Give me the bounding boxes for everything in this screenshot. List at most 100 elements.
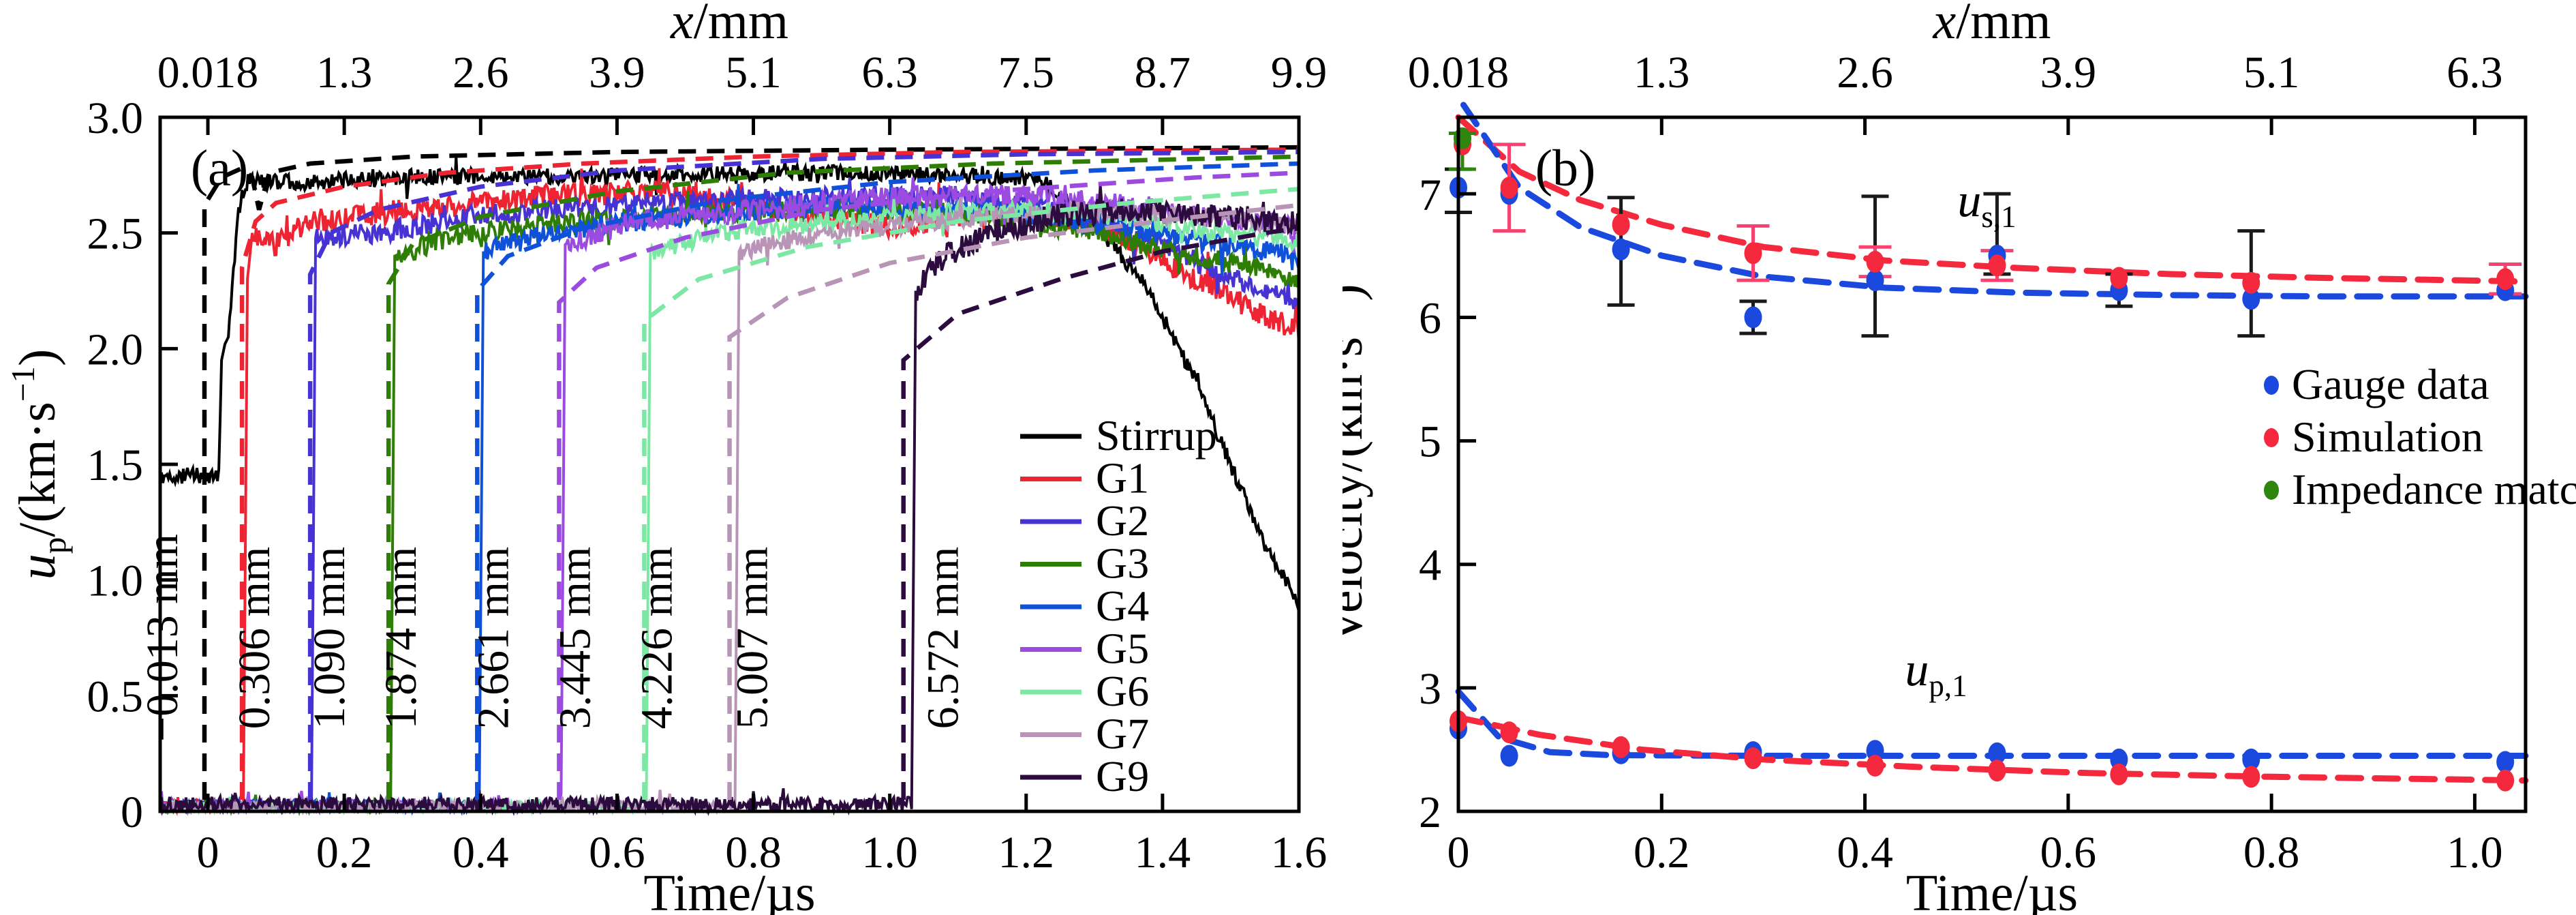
data-point-up1-Simulation: [2242, 766, 2260, 788]
top-tick-label: 0.018: [1408, 48, 1509, 97]
data-point-us1-Gauge data: [1612, 238, 1630, 260]
data-point-up1-Simulation: [1988, 760, 2006, 782]
curve-simulation-G7-sim: [727, 202, 1300, 800]
top-tick-label: 2.6: [1837, 48, 1893, 97]
legend-label: Simulation: [2292, 412, 2483, 461]
legend-item-Impedance matching: Impedance matching: [2264, 465, 2576, 513]
data-point-up1-Gauge data: [2496, 751, 2515, 773]
gauge-position-label: 6.572 mm: [919, 547, 968, 730]
legend-label: G3: [1096, 539, 1149, 588]
x-tick-label: 0.4: [1837, 828, 1893, 877]
data-point-up1-Simulation: [2496, 769, 2515, 792]
y-tick-label: 3.0: [87, 93, 144, 143]
legend-label: Gauge data: [2292, 360, 2489, 408]
top-tick-label: 9.9: [1271, 48, 1328, 97]
legend-item-Simulation: Simulation: [2264, 412, 2483, 461]
legend-label: G7: [1096, 710, 1149, 758]
gauge-position-label: 1.090 mm: [305, 547, 354, 730]
x-tick-label: 1.2: [998, 828, 1055, 877]
y-tick-label: 5: [1419, 417, 1441, 467]
top-tick-label: 2.6: [453, 48, 509, 97]
legend-item-G1: G1: [1020, 454, 1149, 502]
x-tick-label: 0.8: [2243, 828, 2300, 877]
curve-simulation-G5-sim: [557, 170, 1300, 800]
curve-simulation-G4-sim: [475, 161, 1300, 800]
plot-area: [159, 145, 1300, 817]
panel-b-velocity-decay-chart: 0 0.2 0.4 0.6 0.8 1.0 0.018 1.3 2.6 3.9 5.1 6.3 2 3 4 5…: [1343, 0, 2576, 915]
tick-marks: [1456, 117, 2477, 813]
data-point-up1-Gauge data: [2242, 748, 2260, 770]
legend-item-G7: G7: [1020, 710, 1149, 758]
y-tick-label: 2.0: [87, 325, 144, 374]
top-tick-label: 5.1: [725, 48, 782, 97]
gauge-position-label: 1.874 mm: [376, 547, 426, 730]
data-point-us1-Gauge data: [1866, 269, 1884, 292]
top-tick-label: 6.3: [2447, 48, 2503, 97]
top-tick-label: 1.3: [316, 48, 373, 97]
top-tick-label: 3.9: [589, 48, 645, 97]
y-tick-label: 4: [1419, 541, 1441, 590]
tick-marks: [160, 115, 1301, 813]
top-tick-label: 5.1: [2243, 48, 2300, 97]
x-axis-title: Time/µs: [643, 865, 815, 915]
panel-group-(b): 0 0.2 0.4 0.6 0.8 1.0 0.018 1.3 2.6 3.9 5.1 6.3 2 3 4 5…: [1343, 0, 2576, 915]
x-tick-label: 0: [197, 828, 219, 877]
x-tick-label: 0.2: [1634, 828, 1690, 877]
legend-label: G1: [1096, 454, 1149, 502]
y-tick-label: 6: [1419, 293, 1441, 343]
curve-simulation-G3-sim: [386, 154, 1300, 800]
data-point-up1-Simulation: [1866, 755, 1884, 777]
y-tick-label: 0.5: [87, 672, 144, 721]
legend-item-G6: G6: [1020, 667, 1149, 715]
legend-label: G9: [1096, 752, 1149, 800]
x-tick-label: 1.6: [1271, 828, 1328, 877]
y-tick-label: 1.5: [87, 440, 144, 490]
legend-item-G4: G4: [1020, 582, 1149, 630]
data-point-up1-Gauge data: [1500, 745, 1518, 767]
series-annotation: up,1: [1905, 644, 1967, 703]
y-axis-title: Velocity/(km·s−1): [1343, 284, 1373, 644]
y-tick-label: 7: [1419, 170, 1441, 220]
legend-label: Impedance matching: [2292, 465, 2576, 513]
gauge-position-label: −0.013 mm: [138, 534, 187, 742]
legend-label: G6: [1096, 667, 1149, 715]
curve-simulation-G2-sim: [307, 149, 1300, 800]
top-tick-label: 8.7: [1135, 48, 1191, 97]
data-point-up1-Simulation: [2110, 763, 2128, 785]
data-point-us1-Simulation: [1744, 242, 1762, 265]
top-tick-label: 1.3: [1634, 48, 1690, 97]
data-point-us1-Simulation: [1500, 177, 1518, 199]
axes-frame: [1456, 115, 2528, 813]
y-axis-title: up/(km·s−1): [4, 349, 73, 580]
data-point-up1-Simulation: [1744, 747, 1762, 770]
curve-simulation-Stirrup-sim: [202, 145, 1300, 800]
y-tick-label: 1.0: [87, 556, 144, 606]
top-axis-title: x/mm: [670, 0, 788, 50]
data-point-up1-Simulation: [1612, 736, 1630, 758]
x-tick-label: 1.0: [861, 828, 918, 877]
data-point-up1-Gauge data: [1988, 742, 2006, 764]
legend-item-G9: G9: [1020, 752, 1149, 800]
legend-label: G5: [1096, 625, 1149, 673]
legend-label: G2: [1096, 496, 1149, 545]
data-point-us1-Gauge data: [2242, 288, 2260, 310]
legend-label: G4: [1096, 582, 1149, 630]
legend-item-Gauge data: Gauge data: [2264, 360, 2489, 408]
data-point-us1-Simulation: [2496, 268, 2515, 290]
gauge-position-label: 3.445 mm: [550, 547, 600, 730]
x-tick-label: 0.6: [589, 828, 645, 877]
curve-experiment-G9: [159, 185, 1300, 817]
top-tick-label: 6.3: [861, 48, 918, 97]
y-tick-label: 2: [1419, 787, 1441, 837]
gauge-position-label: 0.306 mm: [230, 547, 279, 730]
legend-item-Stirrup: Stirrup: [1020, 411, 1217, 460]
x-tick-label: 0.2: [316, 828, 373, 877]
top-axis-title: x/mm: [1932, 0, 2051, 50]
gauge-position-label: 5.007 mm: [728, 547, 778, 730]
x-tick-label: 0.6: [2040, 828, 2097, 877]
top-tick-label: 7.5: [998, 48, 1055, 97]
curve-simulation-G9-sim: [901, 226, 1300, 800]
series-annotation: us,1: [1957, 175, 2016, 234]
panel-tag: (b): [1535, 140, 1596, 197]
